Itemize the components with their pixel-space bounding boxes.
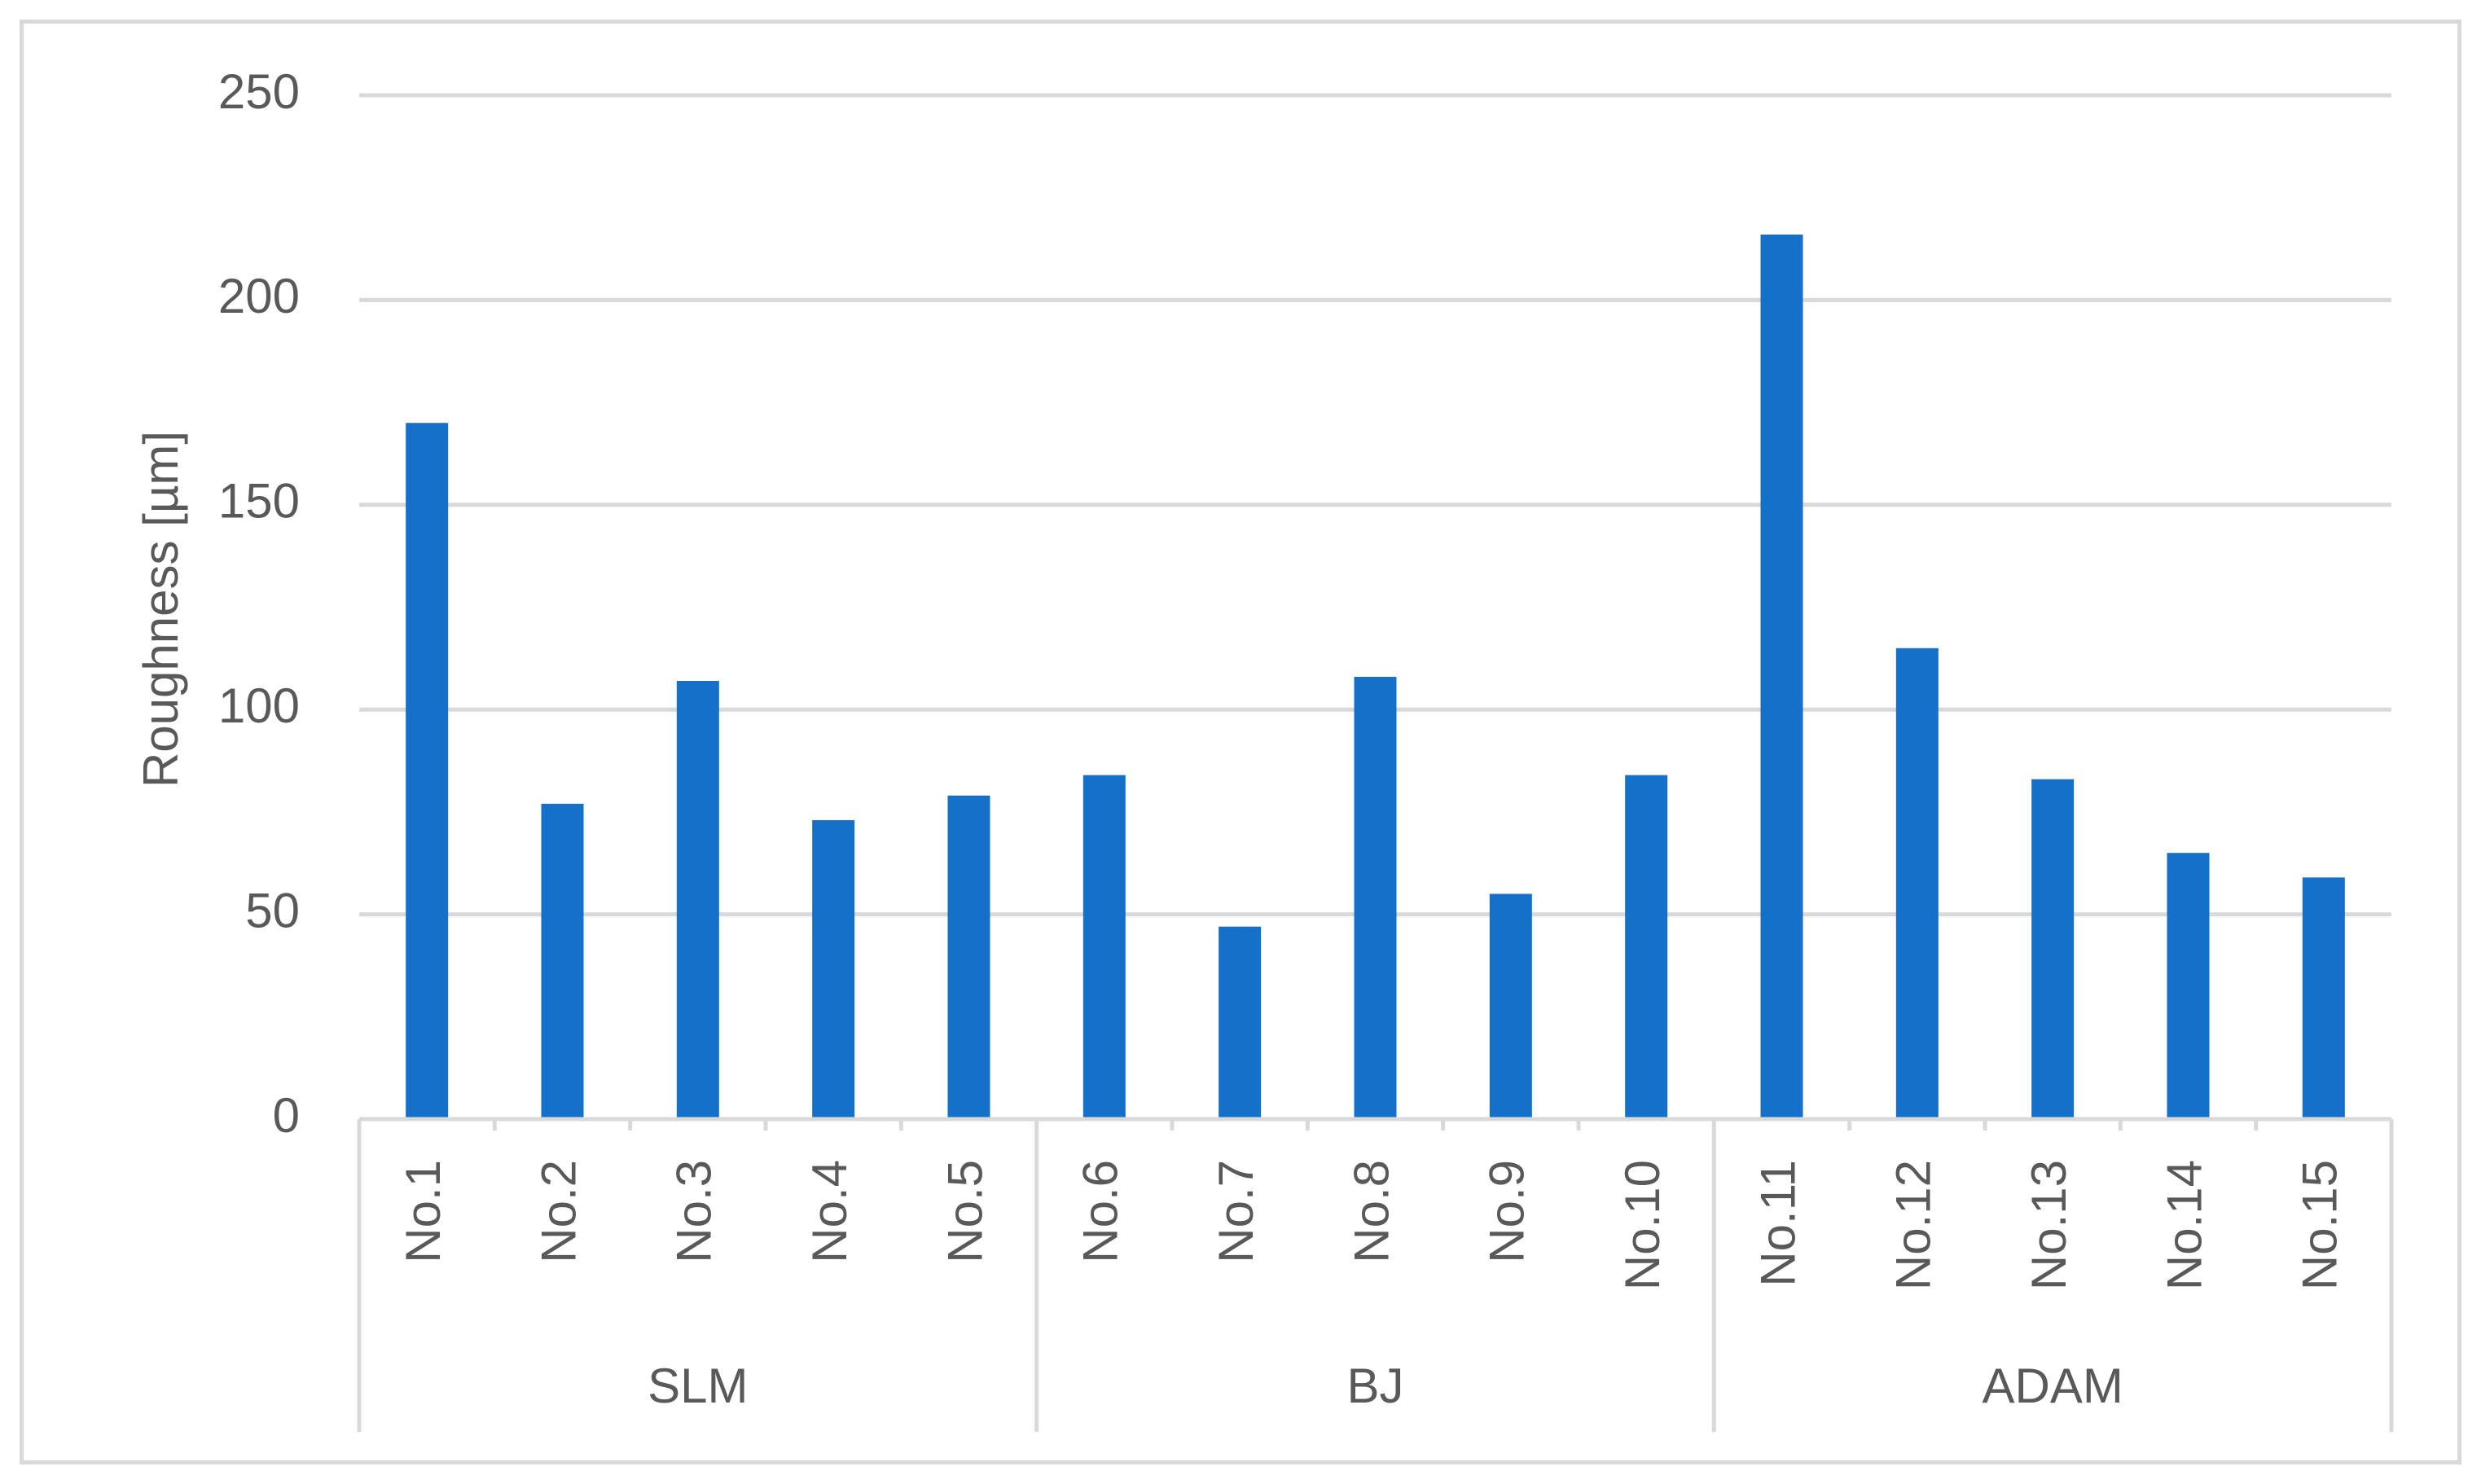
axes [357, 1117, 2394, 1432]
bar [541, 803, 584, 1119]
bar [1354, 676, 1397, 1119]
x-tick-label: No.9 [1480, 1160, 1535, 1263]
x-tick-label: No.1 [396, 1160, 450, 1263]
bar [2167, 853, 2210, 1119]
bar [676, 681, 719, 1119]
x-tick-label: No.4 [802, 1160, 857, 1263]
y-tick-label: 0 [273, 1088, 300, 1143]
bar [2031, 779, 2075, 1119]
y-axis-label: Roughness [µm] [134, 431, 188, 788]
bar [2302, 877, 2345, 1119]
bar [1219, 926, 1262, 1119]
y-tick-labels: 0 50 100 150 200 250 [218, 64, 300, 1143]
x-tick-label: No.11 [1750, 1160, 1805, 1287]
group-label: SLM [648, 1359, 748, 1413]
x-tick-label: No.14 [2157, 1160, 2211, 1290]
bar [1625, 775, 1668, 1119]
group-label: BJ [1346, 1359, 1403, 1413]
x-tick-label: No.15 [2293, 1160, 2347, 1290]
y-tick-label: 100 [218, 678, 300, 733]
x-tick-label: No.13 [2022, 1160, 2076, 1290]
x-tick-label: No.7 [1209, 1160, 1263, 1263]
x-tick-labels: No.1 No.2 No.3 No.4 No.5 No.6 No.7 No.8 No.9 No.1… [396, 1160, 2347, 1290]
x-tick-label: No.10 [1615, 1160, 1670, 1290]
bar [1082, 775, 1126, 1119]
x-tick-label: No.5 [938, 1160, 992, 1263]
y-tick-label: 150 [218, 474, 300, 529]
x-tick-label: No.6 [1074, 1160, 1128, 1263]
bar [1895, 648, 1939, 1119]
bar [406, 423, 449, 1119]
x-tick-label: No.12 [1886, 1160, 1941, 1290]
group-label: ADAM [1982, 1359, 2123, 1413]
x-tick-label: No.8 [1344, 1160, 1399, 1263]
bar [947, 795, 990, 1119]
y-tick-label: 200 [218, 269, 300, 323]
x-tick-label: No.2 [531, 1160, 586, 1263]
bar [1760, 234, 1803, 1119]
bar [812, 819, 855, 1119]
x-tick-label: No.3 [667, 1160, 722, 1263]
group-labels: SLM BJ ADAM [648, 1359, 2123, 1413]
y-tick-label: 50 [245, 883, 300, 937]
bars [406, 234, 2345, 1119]
y-tick-label: 250 [218, 64, 300, 119]
bar [1489, 893, 1532, 1119]
